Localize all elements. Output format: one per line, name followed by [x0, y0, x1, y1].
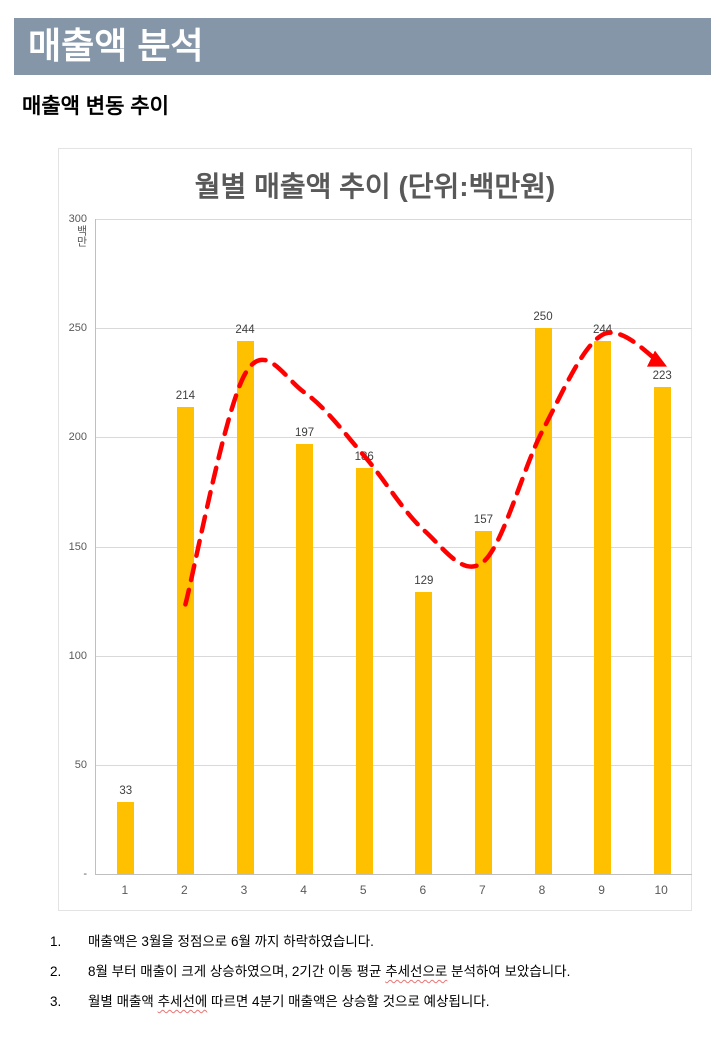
spellcheck-underlined-word: 추세선으로	[385, 964, 448, 979]
bar-month-3	[236, 341, 254, 874]
x-tick-label: 2	[181, 883, 188, 897]
spellcheck-underlined-word: 추세선에	[157, 994, 208, 1009]
gridline	[96, 655, 692, 657]
bar-value-label: 186	[354, 450, 374, 463]
note-text: 매출액은 3월을 정점으로 6월 까지 하락하였습니다.	[88, 934, 374, 949]
x-tick-label: 3	[240, 883, 248, 897]
chart-title: 월별 매출액 추이 (단위:백만원)	[194, 171, 556, 202]
x-tick-label: 8	[538, 883, 546, 897]
y-tick-label: 100	[68, 649, 87, 662]
bar-value-label: 197	[295, 426, 315, 439]
gridline	[96, 219, 692, 220]
x-axis-ticks: 1 2 3 4 5 6 7 8 9 10	[95, 878, 691, 900]
y-tick-label: -	[83, 868, 87, 880]
notes-list: 1. 매출액은 3월을 정점으로 6월 까지 하락하였습니다. 2. 8월 부터 매출…	[50, 932, 680, 1022]
bar-value-label: 244	[235, 324, 255, 337]
note-number: 3.	[50, 994, 62, 1009]
section-subtitle: 매출액 변동 추이	[22, 95, 169, 118]
note-number: 2.	[50, 964, 62, 979]
bar-value-label: 214	[175, 389, 195, 402]
note-item: 1. 매출액은 3월을 정점으로 6월 까지 하락하였습니다.	[50, 932, 680, 952]
note-text: 월별 매출액 추세선에 따르면 4분기 매출액은 상승할 것으로 예상됩니다.	[88, 994, 490, 1009]
bar-value-label: 33	[119, 784, 133, 797]
gridline	[96, 764, 692, 766]
bar-month-8	[534, 328, 552, 874]
bar-value-label: 244	[593, 324, 613, 337]
x-tick-label: 6	[419, 883, 427, 897]
bar-value-label: 250	[533, 311, 553, 324]
trend-path	[183, 330, 668, 607]
bar-value-label: 157	[473, 514, 493, 527]
bar-month-6	[415, 592, 433, 874]
y-axis-ticks: 300 250 200 150 100 50 -	[59, 213, 91, 880]
bar-month-10	[653, 387, 671, 874]
plot-area: 33 214 244 197 186 129 157 250 244 223	[95, 219, 692, 875]
bar-month-7	[474, 531, 492, 874]
y-tick-label: 200	[68, 431, 87, 444]
bar-month-4	[296, 443, 314, 874]
bar-value-label: 129	[414, 575, 434, 588]
x-tick-label: 9	[598, 883, 605, 897]
bar-month-1	[117, 801, 135, 874]
y-tick-label: 150	[68, 540, 87, 553]
bar-month-5	[355, 467, 373, 874]
header-bar: 매출액 분석	[14, 18, 711, 75]
note-item: 3. 월별 매출액 추세선에 따르면 4분기 매출액은 상승할 것으로 예상됩니다…	[50, 992, 680, 1012]
note-number: 1.	[50, 934, 62, 949]
x-tick-label: 10	[654, 883, 668, 897]
page-title: 매출액 분석	[28, 25, 204, 66]
bar-value-label: 223	[652, 370, 672, 383]
y-tick-label: 300	[68, 213, 87, 225]
x-tick-label: 1	[121, 883, 129, 897]
y-tick-label: 50	[74, 758, 87, 771]
chart: 월별 매출액 추이 (단위:백만원) 백만 300 250 200 150 100 50 -…	[58, 148, 692, 911]
x-tick-label: 7	[479, 883, 486, 897]
y-axis-label: 백만	[75, 225, 87, 247]
x-tick-label: 5	[359, 883, 367, 897]
x-tick-label: 4	[300, 883, 307, 897]
bar-month-2	[176, 406, 194, 874]
note-text: 8월 부터 매출이 크게 상승하였으며, 2기간 이동 평균 추세선으로 분석하…	[88, 964, 571, 979]
gridline	[96, 328, 692, 330]
bar-month-9	[594, 341, 612, 874]
note-item: 2. 8월 부터 매출이 크게 상승하였으며, 2기간 이동 평균 추세선으로 분…	[50, 962, 680, 982]
y-tick-label: 250	[68, 322, 87, 335]
